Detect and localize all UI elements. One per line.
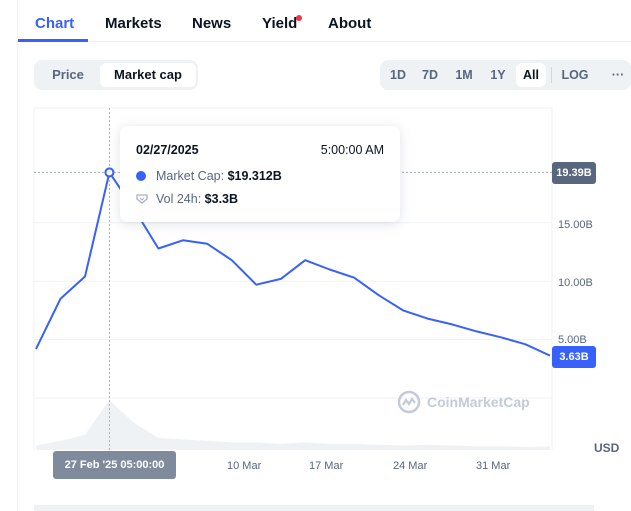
volume-value: $3.3B — [204, 192, 239, 206]
tooltip-time: 5:00:00 AM — [320, 143, 384, 157]
tooltip-date: 02/27/2025 — [136, 143, 199, 157]
market-cap-label: Market Cap: — [156, 169, 225, 183]
x-hover-label: 27 Feb '25 05:00:00 — [53, 451, 176, 479]
range-7d-button[interactable]: 7D — [422, 68, 438, 82]
more-options-button[interactable]: ··· — [611, 68, 625, 82]
tab-about[interactable]: About — [328, 15, 372, 32]
volume-shield-icon — [136, 194, 148, 204]
left-rail — [0, 0, 18, 511]
notification-dot — [296, 15, 302, 21]
range-selector: 1D 7D 1M 1Y All LOG ··· — [380, 60, 631, 90]
tab-markets[interactable]: Markets — [105, 15, 162, 32]
x-tick-label: 31 Mar — [476, 460, 511, 472]
x-tick-label: 17 Mar — [309, 460, 344, 472]
hover-point — [104, 167, 115, 178]
high-value-tag: 19.39B — [552, 162, 596, 184]
log-scale-button[interactable]: LOG — [561, 68, 589, 82]
watermark-text: CoinMarketCap — [427, 394, 530, 410]
y-tick-label: 15.00B — [558, 219, 593, 231]
range-divider — [551, 67, 552, 83]
tooltip-volume-row: Vol 24h: $3.3B — [136, 192, 238, 206]
tab-yield[interactable]: Yield — [262, 15, 298, 32]
view-toggle: Price Market cap — [34, 60, 198, 90]
currency-label: USD — [594, 441, 620, 455]
chart-tooltip: 02/27/2025 5:00:00 AM Market Cap: $19.31… — [120, 126, 400, 222]
range-1d-button[interactable]: 1D — [390, 68, 406, 82]
price-view-button[interactable]: Price — [52, 67, 84, 82]
tab-bar: Chart Markets News Yield About — [18, 0, 631, 42]
y-tick-label: 10.00B — [558, 277, 593, 289]
y-tick-label: 5.00B — [558, 334, 587, 346]
volume-area — [36, 400, 550, 450]
coinmarketcap-logo-icon — [397, 390, 421, 414]
range-1y-button[interactable]: 1Y — [490, 68, 506, 82]
volume-label: Vol 24h: — [156, 192, 202, 206]
active-tab-indicator — [18, 39, 88, 42]
market-cap-view-button[interactable]: Market cap — [100, 63, 196, 87]
series-dot-icon — [136, 171, 146, 181]
range-all-button[interactable]: All — [516, 63, 546, 87]
tooltip-market-cap-row: Market Cap: $19.312B — [136, 169, 282, 183]
market-cap-value: $19.312B — [227, 169, 282, 183]
tab-chart[interactable]: Chart — [35, 15, 75, 32]
last-value-tag: 3.63B — [552, 346, 596, 368]
bottom-scroll-strip — [34, 505, 594, 511]
tab-news[interactable]: News — [192, 15, 232, 32]
volume-area-fill — [36, 400, 550, 450]
range-1m-button[interactable]: 1M — [455, 68, 473, 82]
grid-lines — [34, 222, 552, 399]
x-tick-label: 10 Mar — [227, 460, 262, 472]
x-tick-label: 24 Mar — [393, 460, 428, 472]
